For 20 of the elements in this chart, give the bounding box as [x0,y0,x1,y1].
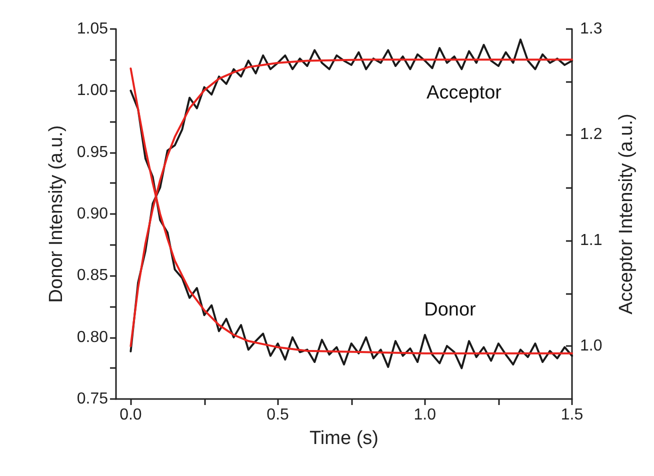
y-tick-label: 1.05 [76,20,108,38]
y2-axis-title: Acceptor Intensity (a.u.) [616,114,637,314]
y-tick-label: 0.80 [76,328,108,346]
y-tick-label: 1.00 [76,82,108,100]
y-tick-label: 0.85 [76,267,108,284]
y2-tick-label: 1.2 [580,126,602,144]
y-tick-label: 0.75 [76,390,108,408]
y-axis-title: Donor Intensity (a.u.) [46,125,67,303]
x-tick-label: 1.5 [560,406,584,424]
x-tick-label: 0.0 [120,406,142,424]
y2-tick-label: 1.1 [580,232,602,249]
annotation: Donor [424,300,477,320]
y-tick-label: 0.90 [76,206,108,222]
y2-tick-label: 1.0 [580,338,602,355]
y-tick-label: 0.95 [76,144,108,161]
annotation: Acceptor [426,82,502,104]
x-tick-label: 0.5 [266,406,290,424]
x-axis-title: Time (s) [310,428,378,449]
x-tick-label: 1.0 [414,406,436,424]
y2-tick-label: 1.3 [580,20,602,38]
